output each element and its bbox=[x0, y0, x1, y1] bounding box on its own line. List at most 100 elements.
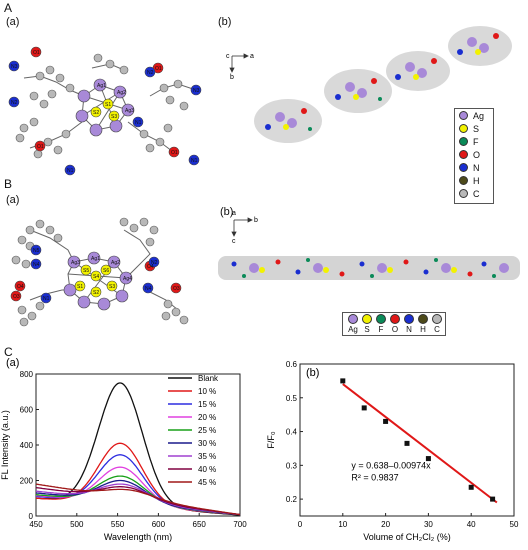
atom-label-n1: N1 bbox=[43, 296, 50, 302]
atom-swatch bbox=[432, 314, 442, 324]
data-point bbox=[490, 496, 496, 502]
atom-legend-label: S bbox=[364, 325, 370, 334]
legend-label: 40 % bbox=[198, 465, 216, 474]
x-tick-label: 450 bbox=[29, 520, 43, 529]
atom-swatch bbox=[459, 150, 468, 159]
atom-label-n3: N3 bbox=[11, 64, 18, 70]
x-tick-label: 30 bbox=[424, 520, 433, 529]
atom-label-n1: N1 bbox=[135, 120, 142, 126]
fluorescence-spectra-chart: (a) 450 500 550 600 650 700 0 200 400 600 800 Wavele… bbox=[0, 357, 247, 542]
fit-line bbox=[342, 383, 498, 504]
data-point bbox=[468, 484, 474, 490]
atom-label-s2: S2 bbox=[93, 110, 99, 116]
legend-label: 20 % bbox=[198, 413, 216, 422]
atom-label-o3: O3 bbox=[13, 294, 20, 300]
atom-label-o1: O1 bbox=[171, 150, 178, 156]
atom-label-n2: N2 bbox=[11, 100, 18, 106]
packing-b-b: a b c bbox=[218, 210, 520, 280]
y-tick-label: 0.4 bbox=[286, 428, 298, 437]
atom-swatch bbox=[459, 163, 468, 172]
y-tick-label: 0.5 bbox=[286, 394, 298, 403]
structure-b-a: N5 N4 N2 N4 N1 O4 O4 O3 O3 Ag3 Ag1 Ag2 A… bbox=[10, 217, 189, 327]
panel-letter-a: A bbox=[4, 1, 13, 15]
packing-clusters bbox=[254, 26, 512, 143]
legend-label: 35 % bbox=[198, 452, 216, 461]
atom-swatch bbox=[459, 124, 468, 133]
y-tick-label: 0.3 bbox=[286, 461, 298, 470]
x-axis-label: Volume of CH₂Cl₂ (%) bbox=[363, 532, 451, 542]
legend-label: Blank bbox=[198, 374, 219, 383]
x-tick-label: 700 bbox=[233, 520, 247, 529]
legend-label: 10 % bbox=[198, 387, 216, 396]
atom-label-n1: N1 bbox=[67, 168, 74, 174]
y-tick-label: 0 bbox=[29, 512, 34, 521]
atom-legend-item: H bbox=[455, 174, 493, 187]
data-point bbox=[361, 405, 367, 411]
fit-equation: y = 0.638–0.00974x bbox=[351, 461, 431, 471]
axis-b-label: b bbox=[254, 217, 258, 224]
atom-legend-label: Ag bbox=[473, 110, 485, 121]
atom-legend-label: O bbox=[391, 325, 399, 334]
atom-label-ag3: Ag3 bbox=[71, 260, 80, 266]
atom-legend-item: H bbox=[416, 314, 430, 334]
spectrum-line bbox=[35, 483, 241, 516]
panel-c-sub-a: (a) bbox=[6, 357, 19, 369]
atom-legend-item: O bbox=[388, 314, 402, 334]
x-tick-label: 20 bbox=[381, 520, 390, 529]
atom-legend-item: Ag bbox=[346, 314, 360, 334]
atom-legend-item: Ag bbox=[455, 109, 493, 122]
atom-label-n3: N3 bbox=[193, 88, 200, 94]
atom-legend-item: C bbox=[455, 187, 493, 200]
atom-swatch bbox=[459, 189, 468, 198]
y-tick-label: 0.6 bbox=[286, 360, 298, 369]
atom-legend-vertical: Ag S F O N H C bbox=[454, 108, 494, 204]
y-tick-label: 800 bbox=[20, 370, 34, 379]
y-tick-label: 200 bbox=[20, 477, 34, 486]
atom-legend-label: F bbox=[378, 325, 384, 334]
atom-legend-item: F bbox=[455, 135, 493, 148]
atom-label-o4: O4 bbox=[147, 264, 154, 270]
atom-label-n1: N1 bbox=[191, 158, 198, 164]
atom-label-s4: S4 bbox=[93, 274, 99, 280]
atom-label-s2: S2 bbox=[93, 290, 99, 296]
atom-swatch bbox=[348, 314, 358, 324]
fit-r-squared: R² = 0.9837 bbox=[351, 473, 398, 483]
atom-label-n4: N4 bbox=[145, 286, 152, 292]
packing-a-b: c a b bbox=[226, 26, 512, 143]
atom-swatch bbox=[418, 314, 428, 324]
atom-swatch bbox=[362, 314, 372, 324]
data-point bbox=[425, 456, 431, 462]
atom-swatch bbox=[459, 176, 468, 185]
panel-a-sub-b: (b) bbox=[218, 16, 232, 28]
ratio-vs-volume-chart: (b) 0 10 20 30 40 50 0.2 0.3 0.4 0.5 0.6 Volume of C… bbox=[266, 360, 519, 542]
atom-swatch bbox=[404, 314, 414, 324]
atom-legend-label: C bbox=[473, 188, 480, 199]
atom-label-o3: O3 bbox=[173, 286, 180, 292]
y-tick-label: 400 bbox=[20, 441, 34, 450]
x-axis-label: Wavelength (nm) bbox=[104, 532, 172, 542]
atom-label-o4: O4 bbox=[17, 284, 24, 290]
atom-label-ag1: Ag1 bbox=[91, 256, 100, 262]
atom-label-n4: N4 bbox=[33, 262, 40, 268]
atom-legend-label: C bbox=[434, 325, 440, 334]
y-axis-label: F/F₀ bbox=[266, 431, 276, 448]
structure-a-a: O1 O1 O1 O1 N3 N2 N2 N1 N3 N1 N1 Ag1 Ag2… bbox=[8, 46, 202, 176]
atom-legend-item: S bbox=[455, 122, 493, 135]
packing-chain bbox=[218, 256, 520, 280]
atom-label-o1: O1 bbox=[155, 66, 162, 72]
atom-legend-label: Ag bbox=[348, 325, 358, 334]
legend-label: 30 % bbox=[198, 439, 216, 448]
axis-c-label: c bbox=[232, 238, 236, 245]
atom-legend-item: O bbox=[455, 148, 493, 161]
panel-b-sub-a: (a) bbox=[6, 194, 20, 206]
atom-legend-item: N bbox=[455, 161, 493, 174]
data-point bbox=[383, 418, 389, 424]
axis-a-label: a bbox=[250, 53, 254, 60]
atom-legend-label: N bbox=[406, 325, 412, 334]
atom-label-s6: S6 bbox=[103, 268, 109, 274]
atom-swatch bbox=[459, 137, 468, 146]
y-tick-label: 0.2 bbox=[286, 495, 298, 504]
atom-label-n5: N5 bbox=[33, 248, 40, 254]
data-point bbox=[340, 378, 346, 384]
atom-label-ag2: Ag2 bbox=[111, 260, 120, 266]
